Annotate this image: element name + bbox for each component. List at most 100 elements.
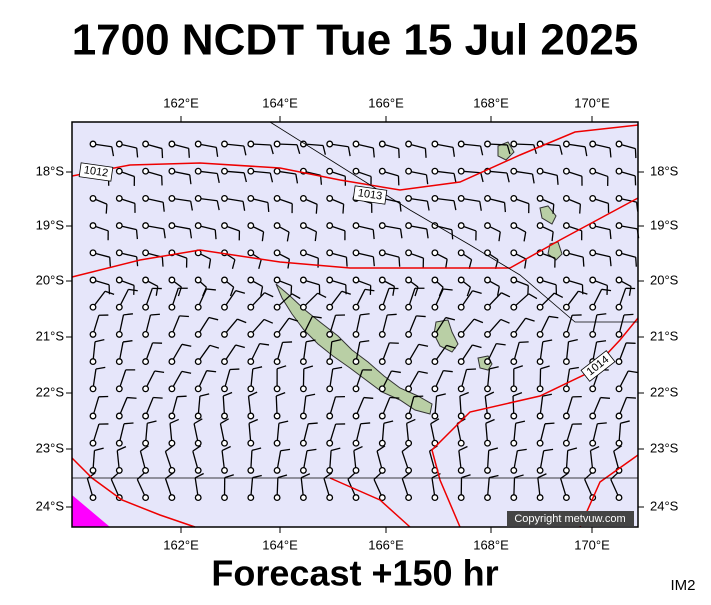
barb-station: [169, 386, 175, 392]
barb-station: [117, 223, 123, 229]
barb-station: [353, 168, 359, 174]
barb-station: [117, 413, 123, 419]
barb-flag: [505, 203, 506, 212]
barb-station: [432, 386, 438, 392]
barb-station: [169, 495, 175, 501]
barb-flag: [627, 397, 636, 398]
barb-station: [248, 277, 254, 283]
barb-station: [537, 168, 543, 174]
barb-station: [90, 495, 96, 501]
barb-station: [406, 332, 412, 338]
lon-label-bottom: 170°E: [574, 537, 610, 552]
barb-station: [248, 250, 254, 256]
barb-station: [511, 413, 517, 419]
barb-station: [169, 141, 175, 147]
lon-label-bottom: 168°E: [473, 537, 509, 552]
barb-station: [537, 495, 543, 501]
barb-station: [616, 168, 622, 174]
barb-station: [222, 332, 228, 338]
barb-station: [248, 304, 254, 310]
barb-station: [564, 196, 570, 202]
barb-station: [117, 250, 123, 256]
barb-station: [616, 386, 622, 392]
barb-station: [564, 413, 570, 419]
barb-flag: [545, 423, 554, 424]
barb-station: [222, 413, 228, 419]
barb-station: [195, 168, 201, 174]
barb-station: [195, 440, 201, 446]
barb-station: [248, 196, 254, 202]
lon-label-top: 162°E: [163, 95, 199, 110]
barb-station: [590, 250, 596, 256]
barb-station: [590, 413, 596, 419]
barb-station: [353, 386, 359, 392]
barb-station: [90, 277, 96, 283]
barb-flag: [137, 230, 138, 239]
barb-station: [564, 304, 570, 310]
barb-flag: [580, 204, 581, 213]
barb-station: [195, 304, 201, 310]
barb-flag: [153, 397, 162, 398]
barb-station: [353, 440, 359, 446]
barb-station: [537, 196, 543, 202]
barb-station: [616, 250, 622, 256]
barb-station: [301, 413, 307, 419]
copyright: Copyright metvuw.com: [514, 513, 625, 525]
barb-station: [327, 141, 333, 147]
barb-station: [143, 141, 149, 147]
barb-station: [511, 196, 517, 202]
barb-station: [353, 223, 359, 229]
barb-station: [511, 440, 517, 446]
barb-station: [458, 440, 464, 446]
barb-station: [248, 413, 254, 419]
barb-flag: [137, 148, 138, 157]
barb-flag: [373, 257, 374, 266]
barb-flag: [414, 396, 423, 397]
barb-station: [274, 141, 280, 147]
barb-station: [511, 223, 517, 229]
barb-station: [143, 440, 149, 446]
barb-station: [564, 495, 570, 501]
barb-station: [274, 495, 280, 501]
barb-station: [117, 304, 123, 310]
barb-station: [143, 250, 149, 256]
barb-station: [90, 223, 96, 229]
barb-station: [117, 168, 123, 174]
barb-station: [327, 440, 333, 446]
barb-station: [511, 495, 517, 501]
barb-station: [564, 277, 570, 283]
barb-station: [485, 223, 491, 229]
barb-station: [485, 141, 491, 147]
barb-station: [380, 277, 386, 283]
barb-station: [274, 440, 280, 446]
barb-station: [169, 468, 175, 474]
barb-station: [458, 223, 464, 229]
barb-station: [406, 440, 412, 446]
barb-station: [590, 168, 596, 174]
barb-station: [353, 413, 359, 419]
barb-station: [195, 386, 201, 392]
barb-station: [90, 386, 96, 392]
barb-station: [380, 359, 386, 365]
barb-station: [353, 495, 359, 501]
barb-station: [327, 304, 333, 310]
barb-flag: [106, 204, 107, 213]
barb-flag: [466, 369, 475, 370]
lat-label-right: 22°S: [650, 384, 679, 399]
barb-station: [590, 468, 596, 474]
lat-label-left: 19°S: [36, 217, 65, 232]
barb-station: [169, 304, 175, 310]
lon-label-top: 164°E: [262, 95, 298, 110]
barb-station: [248, 332, 254, 338]
barb-station: [248, 386, 254, 392]
barb-station: [248, 168, 254, 174]
barb-station: [458, 277, 464, 283]
barb-station: [143, 168, 149, 174]
barb-flag: [597, 423, 606, 424]
barb-station: [327, 223, 333, 229]
barb-station: [143, 277, 149, 283]
barb-station: [301, 386, 307, 392]
barb-station: [143, 495, 149, 501]
barb-station: [458, 250, 464, 256]
barb-station: [537, 386, 543, 392]
